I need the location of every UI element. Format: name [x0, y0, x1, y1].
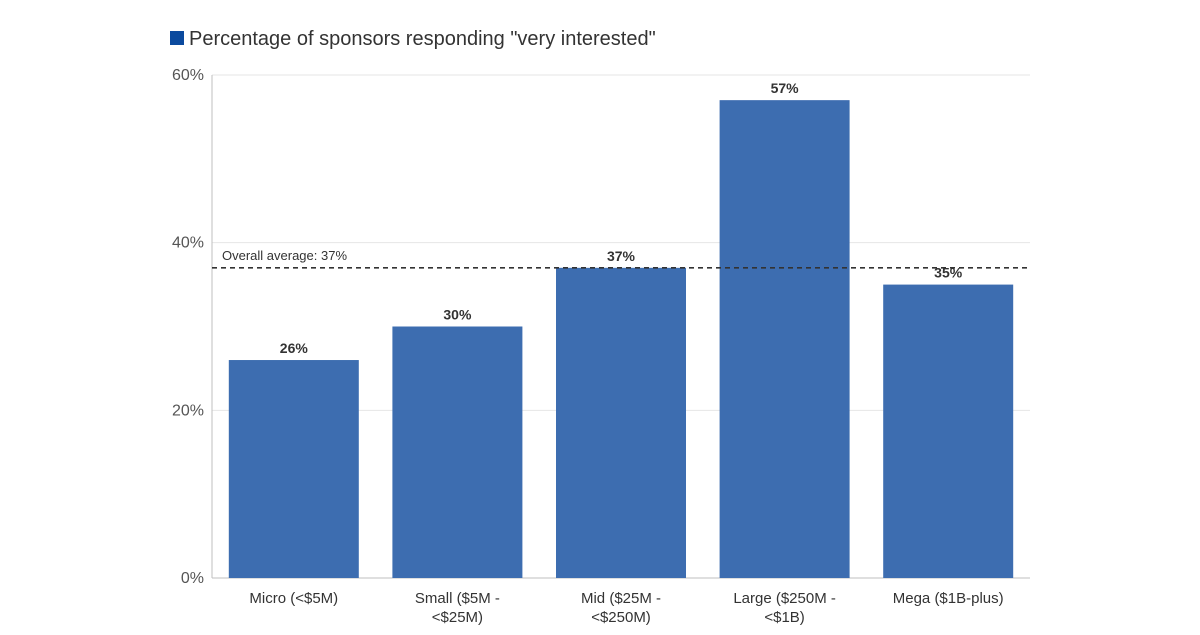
y-tick-label: 20% — [172, 402, 204, 419]
data-label-1: 30% — [443, 307, 472, 323]
y-tick-label: 0% — [181, 570, 204, 587]
bars — [228, 100, 1014, 579]
x-tick-label-2: Mid ($25M -<$250M) — [581, 590, 661, 626]
y-tick-label: 40% — [172, 235, 204, 252]
data-label-3: 57% — [771, 80, 800, 96]
average-reference: Overall average: 37% — [212, 248, 1030, 269]
data-label-0: 26% — [280, 340, 309, 356]
bar-0 — [228, 360, 359, 578]
data-label-2: 37% — [607, 248, 636, 264]
x-tick-label-4: Mega ($1B-plus) — [893, 590, 1004, 607]
data-labels: 26% 30% 37% 57% 35% — [280, 80, 963, 356]
y-tick-label: 60% — [172, 67, 204, 84]
bar-2 — [556, 267, 686, 578]
bar-3 — [719, 100, 850, 579]
legend: Percentage of sponsors responding "very … — [170, 28, 656, 50]
x-tick-label-3: Large ($250M -<$1B) — [733, 590, 836, 626]
data-label-4: 35% — [934, 265, 963, 281]
x-tick-label-0: Micro (<$5M) — [249, 590, 338, 607]
x-tick-label-1: Small ($5M -<$25M) — [415, 590, 500, 626]
legend-label: Percentage of sponsors responding "very … — [189, 28, 656, 50]
bar-1 — [392, 326, 523, 578]
x-axis: Micro (<$5M) Small ($5M -<$25M) Mid ($25M … — [249, 590, 1003, 626]
bar-4 — [883, 284, 1014, 578]
legend-swatch — [170, 31, 184, 45]
average-label: Overall average: 37% — [222, 248, 347, 263]
